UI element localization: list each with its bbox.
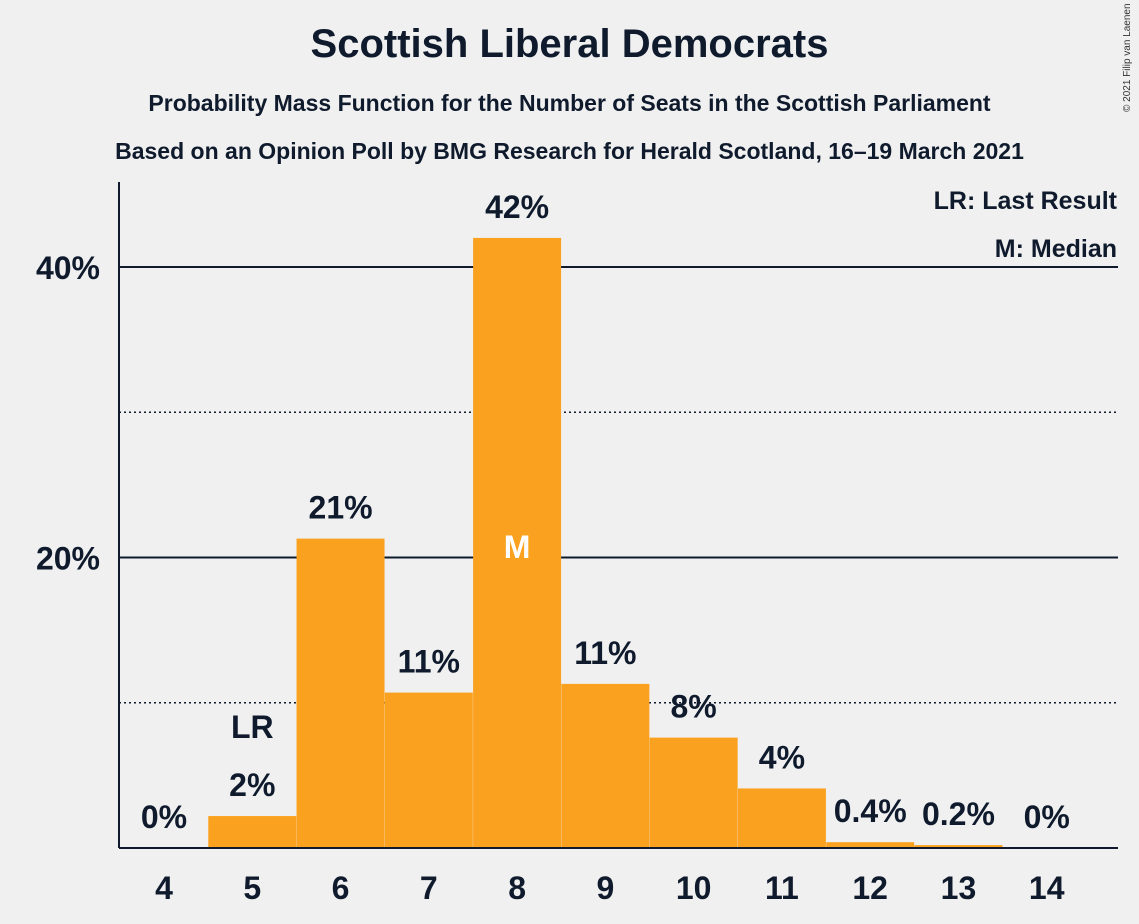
data-label-13: 0.2% [922, 796, 995, 832]
data-label-8: 42% [485, 189, 549, 225]
data-label-11: 4% [759, 739, 805, 775]
x-tick-label-11: 11 [765, 870, 799, 906]
data-label-7: 11% [398, 644, 460, 680]
bar-13 [914, 845, 1003, 848]
bar-8 [473, 237, 562, 848]
bar-5 [208, 816, 297, 848]
legend: LR: Last Result M: Median [934, 187, 1118, 263]
bars-group [208, 237, 1003, 848]
data-label-14: 0% [1024, 799, 1070, 835]
data-label-12: 0.4% [834, 793, 907, 829]
bar-10 [649, 737, 738, 848]
median-marker: M [504, 529, 531, 565]
x-tick-label-12: 12 [852, 870, 888, 906]
axes-group: 20% 40% 4 5 6 7 8 9 10 11 12 13 14 [36, 182, 1118, 906]
chart-title: Scottish Liberal Democrats [310, 22, 829, 66]
data-label-10: 8% [671, 689, 717, 725]
x-tick-label-8: 8 [508, 870, 526, 906]
x-tick-label-13: 13 [941, 870, 977, 906]
x-tick-label-4: 4 [155, 870, 173, 906]
y-tick-label-40: 40% [36, 250, 100, 286]
data-label-4: 0% [141, 799, 187, 835]
bar-6 [296, 538, 385, 848]
x-tick-label-14: 14 [1029, 870, 1065, 906]
bar-12 [826, 842, 915, 848]
x-tick-label-6: 6 [332, 870, 350, 906]
gridlines [119, 266, 1118, 704]
data-label-9: 11% [574, 635, 636, 671]
chart-subtitle-1: Probability Mass Function for the Number… [148, 90, 991, 116]
x-tick-label-5: 5 [243, 870, 261, 906]
last-result-marker: LR [231, 709, 274, 745]
data-label-5: 2% [229, 767, 275, 803]
y-tick-label-20: 20% [36, 541, 100, 577]
legend-entry-1: M: Median [995, 235, 1117, 263]
x-tick-label-7: 7 [420, 870, 438, 906]
bar-9 [561, 683, 650, 848]
data-label-6: 21% [309, 490, 373, 526]
chart-subtitle-2: Based on an Opinion Poll by BMG Research… [115, 138, 1024, 164]
x-tick-label-9: 9 [596, 870, 614, 906]
legend-entry-0: LR: Last Result [934, 187, 1118, 215]
x-tick-label-10: 10 [676, 870, 712, 906]
bar-11 [737, 788, 826, 848]
data-labels-group: 0% 2% 21% 11% 42% 11% 8% 4% 0.4% 0.2% 0% LR M [141, 189, 1070, 835]
bar-7 [384, 692, 473, 848]
